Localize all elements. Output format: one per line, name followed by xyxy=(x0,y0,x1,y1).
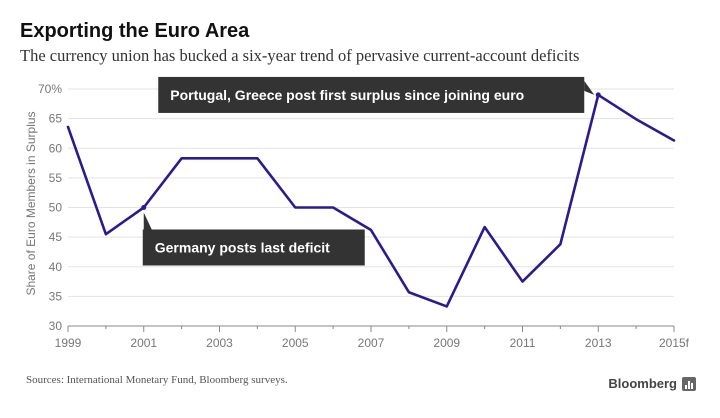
y-tick-label: 50 xyxy=(49,201,63,215)
y-tick-label: 30 xyxy=(49,319,63,333)
series xyxy=(66,93,676,308)
annotation-text: Portugal, Greece post first surplus sinc… xyxy=(170,87,524,103)
chart-title: Exporting the Euro Area xyxy=(20,20,250,42)
x-tick-label: 2011 xyxy=(510,336,536,350)
x-tick-label: 2009 xyxy=(433,336,460,350)
annotation-pointer xyxy=(143,212,152,230)
y-tick-label: 65 xyxy=(49,112,63,126)
x-tick-label: 2001 xyxy=(130,336,157,350)
y-tick-label: 40 xyxy=(49,260,63,274)
annotation-text: Germany posts last deficit xyxy=(155,240,330,256)
y-tick-label: 70% xyxy=(38,82,62,96)
x-tick-label: 1999 xyxy=(55,336,82,350)
annotations: Germany posts last deficit Portugal, Gree… xyxy=(141,76,601,266)
series-line xyxy=(66,93,676,308)
axes: 30 35 40 45 50 55 60 65 70% 1999 2001 2003 2005 2007 2… xyxy=(24,82,690,350)
annotation-pointer xyxy=(584,80,595,95)
y-axis-label: Share of Euro Members in Surplus xyxy=(24,111,38,295)
x-tick-label: 2005 xyxy=(282,336,309,350)
y-tick-label: 55 xyxy=(49,171,63,185)
x-tick-label: 2007 xyxy=(358,336,385,350)
y-tick-label: 35 xyxy=(49,289,63,303)
annotation-marker xyxy=(595,92,601,98)
source-note: Sources: International Monetary Fund, Bl… xyxy=(26,374,288,386)
annotation-box xyxy=(158,76,585,113)
y-tick-label: 60 xyxy=(49,141,63,155)
chart-subtitle: The currency union has bucked a six-year… xyxy=(20,46,580,65)
annotation-marker xyxy=(141,205,147,210)
annotation: Portugal, Greece post first surplus sinc… xyxy=(158,76,601,113)
bar-chart-icon xyxy=(682,376,696,391)
brand-name: Bloomberg xyxy=(608,376,677,391)
x-tick-label: 2015f xyxy=(659,336,690,350)
x-tick-label: 2013 xyxy=(585,336,612,350)
annotation-box xyxy=(142,229,365,266)
annotation: Germany posts last deficit xyxy=(141,205,365,266)
brand-logo: Bloomberg xyxy=(608,376,696,391)
x-tick-label: 2003 xyxy=(206,336,233,350)
y-tick-label: 45 xyxy=(49,230,63,244)
